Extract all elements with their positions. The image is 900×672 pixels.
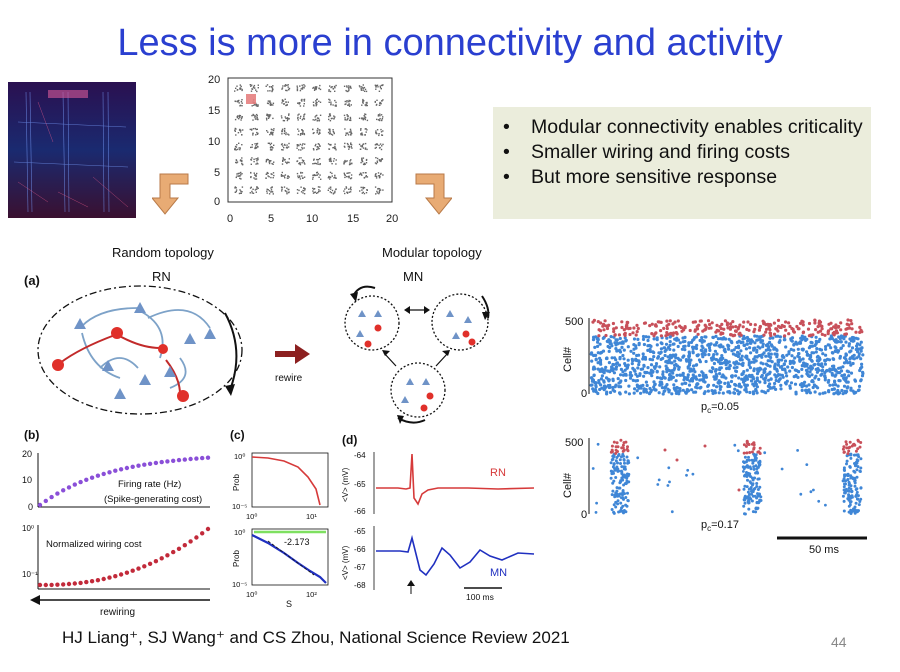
c-ylabel: Prob (232, 474, 241, 491)
c-ytick: 10⁻⁵ (232, 580, 247, 589)
curved-arrow-right-icon (415, 173, 452, 215)
random-topology-title: Random topology (112, 245, 214, 260)
b-ytick: 10 (22, 475, 32, 485)
c-ytick: 10⁻⁵ (232, 502, 247, 511)
c-xtick: 10⁰ (246, 512, 257, 521)
grid-ytick: 10 (208, 136, 220, 148)
b-ytick: 10⁰ (22, 524, 34, 533)
c-xtick: 10¹ (306, 512, 317, 521)
d-ytick: -65 (354, 527, 366, 536)
key-points-box: Modular connectivity enables criticality… (493, 107, 871, 219)
rn-trace-label: RN (490, 467, 506, 479)
mn-label: MN (403, 269, 423, 284)
bullet-item: Smaller wiring and firing costs (503, 140, 871, 165)
c-xtick: 10⁰ (246, 590, 257, 599)
b-ytick: 0 (28, 502, 33, 512)
c-xlabel: S (286, 599, 292, 609)
panel-d-voltage-traces: (d) -64 -65 -66 <V> (mV) RN -65 -66 -67 … (341, 433, 535, 602)
grid-xtick: 5 (268, 213, 274, 225)
raster-ytick: 500 (565, 437, 583, 449)
grid-xtick: 10 (306, 213, 318, 225)
slope-label: -2.173 (284, 537, 310, 547)
c-ylabel: Prob (232, 550, 241, 567)
grid-ytick: 15 (208, 105, 220, 117)
wiring-cost-label: Normalized wiring cost (46, 539, 142, 550)
panel-b-cost-plots: (b) 20 10 0 Firing rate (Hz) (Spike-gene… (22, 428, 211, 618)
panel-a-topology-diagram: Random topology Modular topology (a) RN … (24, 245, 490, 424)
d-ytick: -66 (354, 507, 366, 516)
panel-b-label: (b) (24, 428, 39, 442)
bullet-item: But more sensitive response (503, 165, 871, 190)
grid-xtick: 0 (227, 213, 233, 225)
b-ytick: 20 (22, 449, 32, 459)
grid-xtick: 15 (347, 213, 359, 225)
rewiring-label: rewiring (100, 607, 135, 618)
bullet-item: Modular connectivity enables criticality (503, 115, 871, 140)
d-ytick: -67 (354, 563, 366, 572)
rn-label: RN (152, 269, 171, 284)
module-grid-plot: 20 15 10 5 0 0 5 10 15 20 (208, 74, 398, 225)
d-ytick: -64 (354, 451, 366, 460)
panel-a-label: (a) (24, 273, 40, 288)
pc-label: pc=0.05 (701, 401, 739, 415)
firing-rate-label: Firing rate (Hz) (118, 479, 181, 490)
firing-cost-label: (Spike-generating cost) (104, 494, 202, 505)
d-ytick: -68 (354, 581, 366, 590)
grid-ytick: 20 (208, 74, 220, 86)
pc-label: pc=0.17 (701, 519, 739, 533)
raster-ylabel: Cell# (562, 472, 574, 498)
rewire-label: rewire (275, 373, 303, 384)
brain-image (8, 82, 136, 218)
grid-ytick: 5 (214, 167, 220, 179)
c-ytick: 10⁰ (234, 452, 245, 461)
c-ytick: 10⁰ (234, 528, 245, 537)
curved-arrow-left-icon (152, 173, 189, 215)
grid-xtick: 20 (386, 213, 398, 225)
panel-d-label: (d) (342, 433, 357, 447)
d-ytick: -66 (354, 545, 366, 554)
d-ylabel: <V> (mV) (341, 467, 350, 502)
raster-ytick: 500 (565, 316, 583, 328)
panel-c-label: (c) (230, 428, 245, 442)
d-scalebar-label: 100 ms (466, 592, 494, 602)
panel-c-distribution-plots: (c) Prob 10⁰ 10⁻⁵ 10⁰ 10¹ -2.173 Prob 10… (230, 428, 329, 609)
page-number: 44 (831, 634, 847, 650)
d-ylabel: <V> (mV) (341, 545, 350, 580)
b-ytick: 10⁻¹ (22, 570, 38, 579)
modular-topology-title: Modular topology (382, 245, 482, 260)
raster-ytick: 0 (581, 509, 587, 521)
raster-scalebar-label: 50 ms (809, 544, 839, 556)
raster-ylabel: Cell# (562, 346, 574, 372)
c-xtick: 10² (306, 590, 317, 599)
mn-trace-label: MN (490, 567, 507, 579)
grid-ytick: 0 (214, 196, 220, 208)
raster-ytick: 0 (581, 388, 587, 400)
raster-plots: Cell# 500 0 pc=0.05 Cell# 500 0 pc=0.17 … (562, 316, 867, 556)
citation: HJ Liang⁺, SJ Wang⁺ and CS Zhou, Nationa… (62, 628, 570, 647)
d-ytick: -65 (354, 480, 366, 489)
slide-title: Less is more in connectivity and activit… (117, 22, 783, 64)
